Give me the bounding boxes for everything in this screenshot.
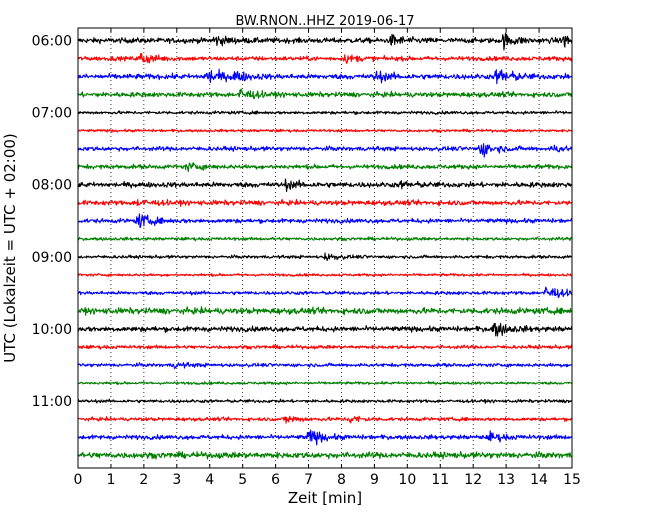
trace-1115 [77,415,573,424]
x-tick-label-5: 5 [238,472,247,488]
trace-0930 [77,286,573,298]
trace-0730 [77,143,573,158]
y-tick-label-1000: 10:00 [32,322,72,338]
trace-0800 [77,178,573,193]
x-tick-label-6: 6 [271,472,280,488]
plot-frame [77,27,573,469]
x-tick-label-12: 12 [464,472,482,488]
trace-0830 [77,213,573,229]
trace-0900 [77,252,573,262]
x-tick-label-1: 1 [106,472,115,488]
x-tick-label-13: 13 [497,472,515,488]
trace-0745 [77,162,573,173]
y-tick-label-0600: 06:00 [32,34,72,50]
y-tick-label-0700: 07:00 [32,106,72,122]
x-tick-label-9: 9 [370,472,379,488]
trace-0815 [77,198,573,207]
x-axis: 0 1 2 3 4 5 6 7 8 9 10 11 12 13 14 15 [74,28,581,488]
x-tick-label-4: 4 [205,472,214,488]
x-tick-label-11: 11 [431,472,449,488]
y-axis: 06:00 07:00 08:00 09:00 10:00 11:00 [32,34,572,410]
trace-0600 [77,32,573,51]
trace-1030 [77,361,573,370]
trace-1000 [77,322,573,337]
x-tick-label-3: 3 [172,472,181,488]
x-axis-label: Zeit [min] [288,489,362,507]
seismogram-traces [77,32,573,460]
y-tick-label-0800: 08:00 [32,178,72,194]
trace-0630 [77,68,573,85]
trace-1015 [77,344,573,350]
trace-1045 [77,380,573,386]
x-tick-label-0: 0 [74,472,83,488]
trace-0700 [77,110,573,116]
x-tick-label-15: 15 [563,472,581,488]
trace-0845 [77,236,573,242]
trace-0645 [77,88,573,100]
trace-0715 [77,128,573,133]
y-axis-label: UTC (Lokalzeit = UTC + 02:00) [1,133,19,363]
x-tick-label-14: 14 [530,472,548,488]
chart-title: BW.RNON..HHZ 2019-06-17 [235,14,414,29]
trace-0915 [77,272,573,278]
y-tick-label-0900: 09:00 [32,250,72,266]
x-tick-label-7: 7 [304,472,313,488]
x-tick-label-8: 8 [337,472,346,488]
y-tick-label-1100: 11:00 [32,394,72,410]
trace-0945 [77,306,573,316]
x-tick-label-10: 10 [398,472,416,488]
x-tick-label-2: 2 [139,472,148,488]
trace-1145 [77,450,573,460]
trace-1130 [77,429,573,446]
grid-lines [110,28,540,468]
trace-1100 [77,398,573,404]
trace-0615 [77,53,573,64]
